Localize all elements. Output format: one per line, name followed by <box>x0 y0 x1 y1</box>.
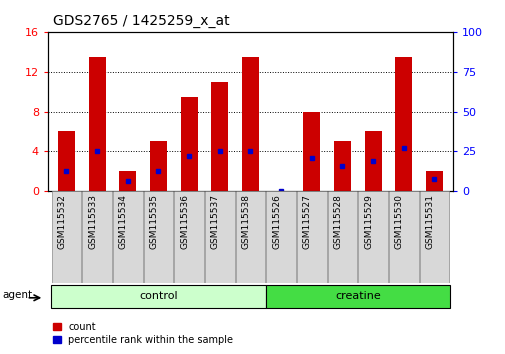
FancyBboxPatch shape <box>52 191 81 283</box>
Text: GSM115538: GSM115538 <box>241 194 250 249</box>
FancyBboxPatch shape <box>174 191 204 283</box>
Text: GSM115537: GSM115537 <box>211 194 219 249</box>
Text: GSM115528: GSM115528 <box>333 194 342 249</box>
Text: GSM115533: GSM115533 <box>88 194 97 249</box>
Legend: count, percentile rank within the sample: count, percentile rank within the sample <box>53 322 233 344</box>
Bar <box>364 131 381 191</box>
FancyBboxPatch shape <box>265 285 449 308</box>
FancyBboxPatch shape <box>143 191 173 283</box>
Text: agent: agent <box>3 290 32 300</box>
Bar <box>88 57 106 191</box>
FancyBboxPatch shape <box>296 191 326 283</box>
Text: GSM115536: GSM115536 <box>180 194 189 249</box>
FancyBboxPatch shape <box>235 191 265 283</box>
Bar <box>119 171 136 191</box>
FancyBboxPatch shape <box>419 191 448 283</box>
Bar <box>58 131 75 191</box>
Bar <box>150 141 167 191</box>
Text: GDS2765 / 1425259_x_at: GDS2765 / 1425259_x_at <box>53 14 229 28</box>
FancyBboxPatch shape <box>327 191 357 283</box>
Text: creatine: creatine <box>334 291 380 302</box>
Bar <box>241 57 259 191</box>
Text: GSM115534: GSM115534 <box>119 194 128 249</box>
FancyBboxPatch shape <box>205 191 234 283</box>
Text: GSM115527: GSM115527 <box>302 194 311 249</box>
FancyBboxPatch shape <box>113 191 142 283</box>
FancyBboxPatch shape <box>51 285 265 308</box>
Text: GSM115532: GSM115532 <box>58 194 66 249</box>
Text: GSM115526: GSM115526 <box>272 194 281 249</box>
FancyBboxPatch shape <box>388 191 418 283</box>
Bar <box>333 141 350 191</box>
FancyBboxPatch shape <box>266 191 295 283</box>
Text: GSM115531: GSM115531 <box>425 194 434 249</box>
Text: control: control <box>139 291 177 302</box>
Text: GSM115535: GSM115535 <box>149 194 158 249</box>
FancyBboxPatch shape <box>358 191 387 283</box>
Text: GSM115530: GSM115530 <box>394 194 403 249</box>
FancyBboxPatch shape <box>82 191 112 283</box>
Bar <box>180 97 197 191</box>
Text: GSM115529: GSM115529 <box>364 194 372 249</box>
Bar <box>394 57 412 191</box>
Bar <box>211 82 228 191</box>
Bar <box>425 171 442 191</box>
Bar <box>303 112 320 191</box>
